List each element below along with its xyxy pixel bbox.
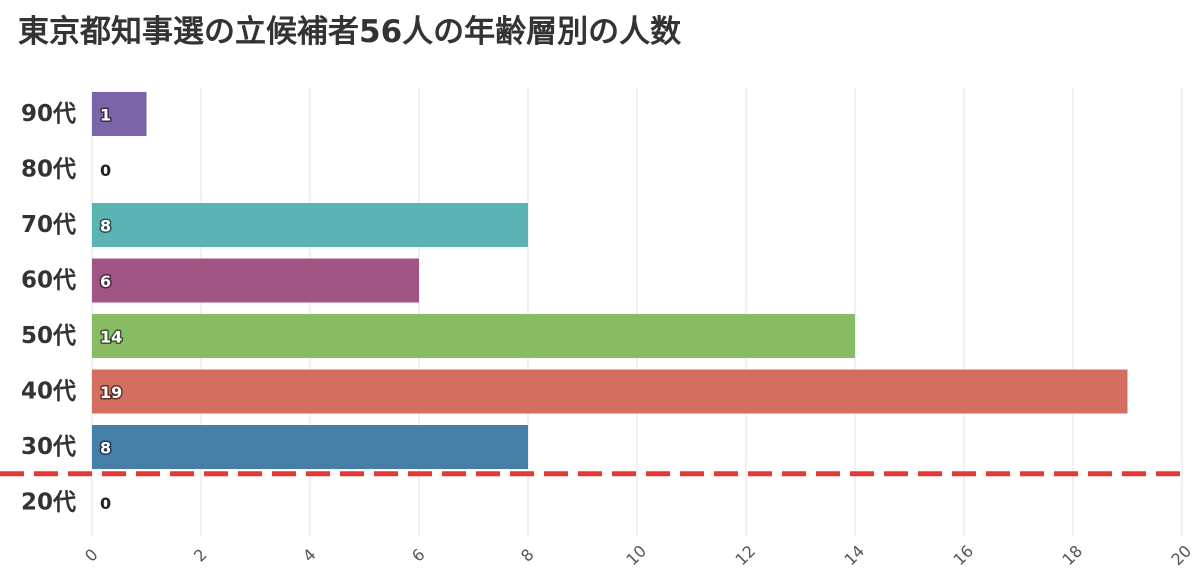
category-label: 30代 (21, 434, 76, 460)
category-label: 70代 (21, 212, 76, 238)
x-tick-label: 12 (731, 541, 759, 569)
category-label: 80代 (21, 157, 76, 183)
bar (92, 425, 528, 469)
x-tick-label: 10 (622, 541, 650, 569)
value-label: 0 (100, 161, 111, 180)
x-tick-label: 16 (949, 541, 977, 569)
bar (92, 203, 528, 247)
value-label: 1 (100, 106, 111, 125)
value-label: 8 (100, 217, 111, 236)
chart-title: 東京都知事選の立候補者56人の年齢層別の人数 (18, 14, 682, 50)
x-tick-label: 8 (517, 545, 538, 566)
category-label: 60代 (21, 268, 76, 294)
x-tick-label: 0 (81, 545, 102, 566)
value-label: 0 (100, 494, 111, 513)
value-label: 8 (100, 439, 111, 458)
category-label: 50代 (21, 323, 76, 349)
value-label: 19 (100, 383, 122, 402)
category-label: 90代 (21, 101, 76, 127)
bar (92, 369, 1128, 414)
x-tick-label: 14 (840, 541, 868, 569)
category-label: 40代 (21, 379, 76, 405)
bar (92, 258, 419, 303)
bars (92, 92, 1128, 469)
x-axis-ticks: 0 2 4 6 8 10 12 14 16 18 20 (81, 541, 1195, 569)
bar (92, 92, 147, 136)
category-label: 20代 (21, 490, 76, 516)
value-label: 14 (100, 328, 122, 347)
x-tick-label: 4 (299, 545, 320, 566)
x-tick-label: 18 (1058, 541, 1086, 569)
x-tick-label: 2 (190, 545, 211, 566)
bar (92, 314, 855, 358)
gridlines (91, 88, 1183, 536)
x-tick-label: 6 (408, 545, 429, 566)
value-label: 6 (100, 272, 111, 291)
x-tick-label: 20 (1167, 541, 1195, 569)
category-labels: 90代 80代 70代 60代 50代 40代 30代 20代 (21, 101, 76, 516)
